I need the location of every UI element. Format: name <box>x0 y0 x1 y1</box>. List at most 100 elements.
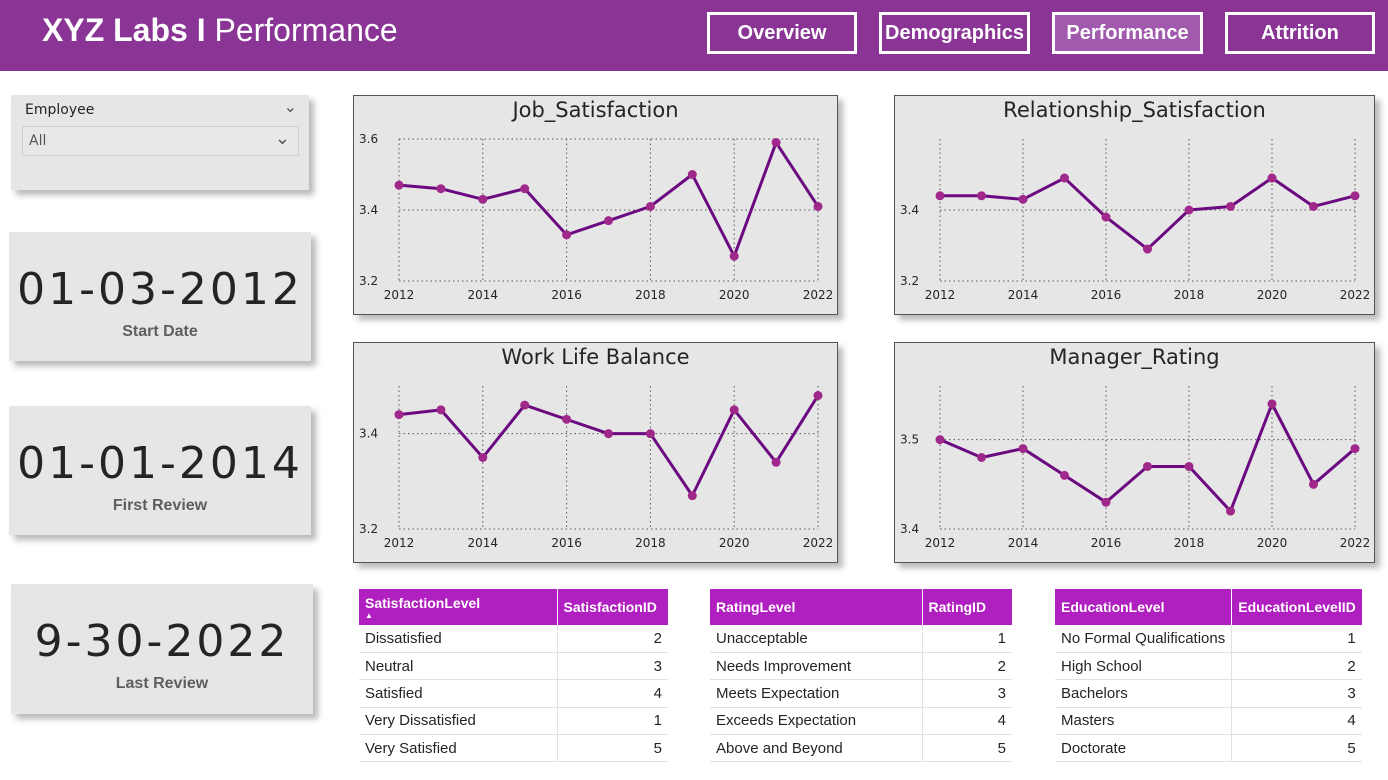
x-tick-label: 2022 <box>1340 288 1371 302</box>
page-title: XYZ Labs I Performance <box>42 12 398 49</box>
data-point <box>687 491 697 501</box>
last-review-value: 9-30-2022 <box>34 616 290 667</box>
employee-dropdown[interactable]: All ⌄ <box>22 126 299 156</box>
table-row: Very Satisfied 5 <box>359 734 668 763</box>
table-row: No Formal Qualifications 1 <box>1055 625 1362 653</box>
table-cell: 5 <box>1231 734 1362 763</box>
table-cell: Dissatisfied <box>359 625 557 653</box>
data-point <box>520 184 530 194</box>
nav-demographics-button[interactable]: Demographics <box>879 12 1030 54</box>
data-point <box>1267 173 1277 183</box>
column-header-satisfactionlevel[interactable]: SatisfactionLevel ▲ <box>359 589 558 625</box>
nav-overview-button[interactable]: Overview <box>707 12 857 54</box>
table-cell: Above and Beyond <box>710 734 922 763</box>
y-tick-label: 3.5 <box>900 433 919 447</box>
line-chart-plot: 3.4 3.5 2012 2014 2016 2018 2020 2022 <box>900 386 1371 550</box>
series-line <box>940 176 1356 251</box>
y-tick-label: 3.2 <box>900 274 919 288</box>
data-point <box>1350 191 1360 201</box>
nav-performance-button[interactable]: Performance <box>1052 12 1203 54</box>
y-tick-label: 3.4 <box>900 522 919 536</box>
last-review-label: Last Review <box>115 675 209 692</box>
x-tick-label: 2016 <box>1091 288 1122 302</box>
x-tick-label: 2014 <box>1008 288 1039 302</box>
table-row: Needs Improvement 2 <box>710 652 1012 681</box>
table-cell: Bachelors <box>1055 679 1232 708</box>
table-header-row: SatisfactionLevel ▲ SatisfactionID <box>359 589 668 625</box>
chevron-down-icon[interactable]: ⌄ <box>283 97 297 116</box>
data-point <box>604 429 613 439</box>
data-point <box>771 457 781 467</box>
data-point <box>1143 244 1152 254</box>
table-cell: Very Satisfied <box>359 734 557 763</box>
table-row: Above and Beyond 5 <box>710 734 1012 763</box>
x-tick-label: 2016 <box>551 536 582 550</box>
data-point <box>394 180 404 190</box>
data-point <box>436 405 446 415</box>
data-point <box>1226 506 1235 516</box>
x-tick-label: 2016 <box>551 288 582 302</box>
column-header-educationlevelid[interactable]: EducationLevelID <box>1231 589 1362 625</box>
start-date-value: 01-03-2012 <box>17 264 303 315</box>
chart-title: Work Life Balance <box>501 345 690 369</box>
column-header-ratinglevel[interactable]: RatingLevel <box>710 589 923 625</box>
x-tick-label: 2018 <box>635 536 666 550</box>
data-point <box>1101 497 1111 507</box>
column-header-ratingid[interactable]: RatingID <box>922 589 1012 625</box>
x-tick-label: 2022 <box>1340 536 1371 550</box>
data-point <box>478 453 488 462</box>
data-point <box>935 435 945 445</box>
data-point <box>1226 201 1235 211</box>
table-row: High School 2 <box>1055 652 1362 681</box>
x-tick-label: 2014 <box>468 288 499 302</box>
data-point <box>729 251 739 261</box>
table-row: Neutral 3 <box>359 652 668 681</box>
nav-attrition-button[interactable]: Attrition <box>1225 12 1375 54</box>
data-point <box>1309 201 1318 211</box>
dropdown-value: All <box>29 133 47 149</box>
table-cell: High School <box>1055 652 1232 681</box>
table-row: Unacceptable 1 <box>710 625 1012 653</box>
x-tick-label: 2020 <box>1257 288 1288 302</box>
table-cell: 2 <box>1231 652 1362 681</box>
data-point <box>1018 444 1028 454</box>
x-tick-label: 2012 <box>925 288 956 302</box>
table-cell: Satisfied <box>359 679 557 708</box>
manager-rating-chart: 3.4 3.5 2012 2014 2016 2018 2020 2022 Manager_R… <box>894 342 1375 563</box>
data-point <box>813 201 823 211</box>
brand-name: XYZ Labs I <box>42 12 206 48</box>
table-cell: 1 <box>1231 625 1362 653</box>
table-row: Doctorate 5 <box>1055 734 1362 763</box>
table-cell: 5 <box>556 734 668 763</box>
x-tick-label: 2012 <box>384 536 415 550</box>
first-review-label: First Review <box>112 497 208 514</box>
x-tick-label: 2022 <box>803 536 834 550</box>
x-tick-label: 2012 <box>384 288 415 302</box>
series-line <box>398 394 820 498</box>
data-point <box>729 405 739 415</box>
data-point <box>1101 212 1111 222</box>
table-cell: 1 <box>921 625 1012 653</box>
table-cell: 1 <box>556 707 668 736</box>
line-chart-plot: 3.2 3.4 3.6 2012 2014 2016 2018 2020 2022 <box>359 132 833 302</box>
table-cell: No Formal Qualifications <box>1055 625 1232 653</box>
table-cell: 4 <box>556 679 668 708</box>
table-cell: Very Dissatisfied <box>359 707 557 736</box>
y-tick-label: 3.4 <box>359 427 378 441</box>
chart-title: Manager_Rating <box>1049 345 1220 369</box>
column-header-satisfactionid[interactable]: SatisfactionID <box>557 589 668 625</box>
rating-table: RatingLevel RatingID Unacceptable 1 Needs… <box>710 589 1012 763</box>
data-point <box>687 170 697 179</box>
y-tick-label: 3.6 <box>359 132 378 146</box>
x-tick-label: 2018 <box>635 288 666 302</box>
table-row: Masters 4 <box>1055 707 1362 736</box>
data-point <box>1184 461 1194 471</box>
table-row: Dissatisfied 2 <box>359 625 668 653</box>
x-tick-label: 2014 <box>468 536 499 550</box>
data-point <box>1060 470 1069 480</box>
table-row: Satisfied 4 <box>359 679 668 708</box>
table-cell: 3 <box>556 652 668 681</box>
x-tick-label: 2018 <box>1174 288 1205 302</box>
column-header-educationlevel[interactable]: EducationLevel <box>1055 589 1233 625</box>
data-point <box>645 429 655 439</box>
